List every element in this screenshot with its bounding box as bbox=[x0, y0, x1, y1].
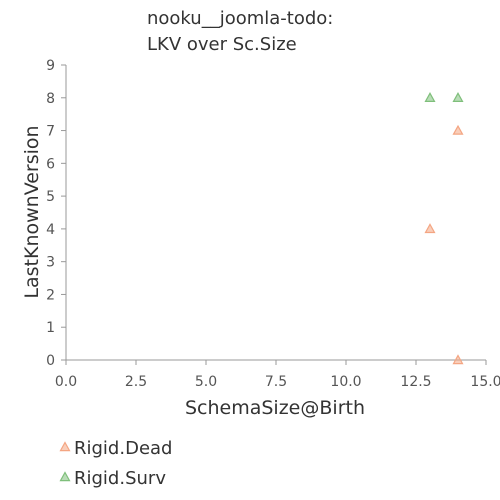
point-rigid-surv bbox=[452, 92, 464, 102]
chart-title-line: nooku__joomla-todo: bbox=[147, 8, 333, 29]
y-tick-label: 6 bbox=[46, 156, 55, 172]
point-rigid-dead bbox=[452, 124, 464, 135]
data-points bbox=[424, 92, 464, 365]
legend-marker bbox=[59, 441, 71, 452]
x-tick-label: 0.0 bbox=[55, 374, 77, 390]
x-tick-label: 10.0 bbox=[330, 374, 361, 390]
y-tick-label: 8 bbox=[46, 91, 55, 107]
chart-title-line: LKV over Sc.Size bbox=[147, 34, 297, 55]
x-axis-label: SchemaSize@Birth bbox=[185, 397, 365, 419]
x-tick-label: 12.5 bbox=[400, 374, 431, 390]
legend: Rigid.Dead Rigid.Surv bbox=[59, 438, 172, 489]
point-rigid-dead bbox=[424, 223, 436, 234]
y-axis-ticks: 0 1 2 3 4 5 6 7 8 9 bbox=[46, 58, 66, 369]
x-tick-label: 2.5 bbox=[125, 374, 147, 390]
legend-marker bbox=[59, 471, 71, 482]
y-tick-label: 1 bbox=[46, 320, 55, 336]
legend-label: Rigid.Surv bbox=[74, 468, 166, 489]
y-tick-label: 5 bbox=[46, 189, 55, 205]
x-tick-label: 5.0 bbox=[195, 374, 217, 390]
y-tick-label: 7 bbox=[46, 124, 55, 140]
point-rigid-dead bbox=[452, 354, 464, 365]
y-tick-label: 9 bbox=[46, 58, 55, 74]
chart-title: nooku__joomla-todo: LKV over Sc.Size bbox=[147, 8, 333, 55]
x-axis-ticks: 0.0 2.5 5.0 7.5 10.0 12.5 15.0 bbox=[55, 360, 500, 390]
y-tick-label: 2 bbox=[46, 287, 55, 303]
x-tick-label: 15.0 bbox=[470, 374, 500, 390]
y-tick-label: 4 bbox=[46, 222, 55, 238]
legend-label: Rigid.Dead bbox=[74, 438, 172, 459]
x-tick-label: 7.5 bbox=[265, 374, 287, 390]
y-tick-label: 0 bbox=[46, 353, 55, 369]
y-axis-label: LastKnownVersion bbox=[21, 125, 43, 298]
point-rigid-surv bbox=[424, 92, 436, 102]
y-tick-label: 3 bbox=[46, 255, 55, 271]
